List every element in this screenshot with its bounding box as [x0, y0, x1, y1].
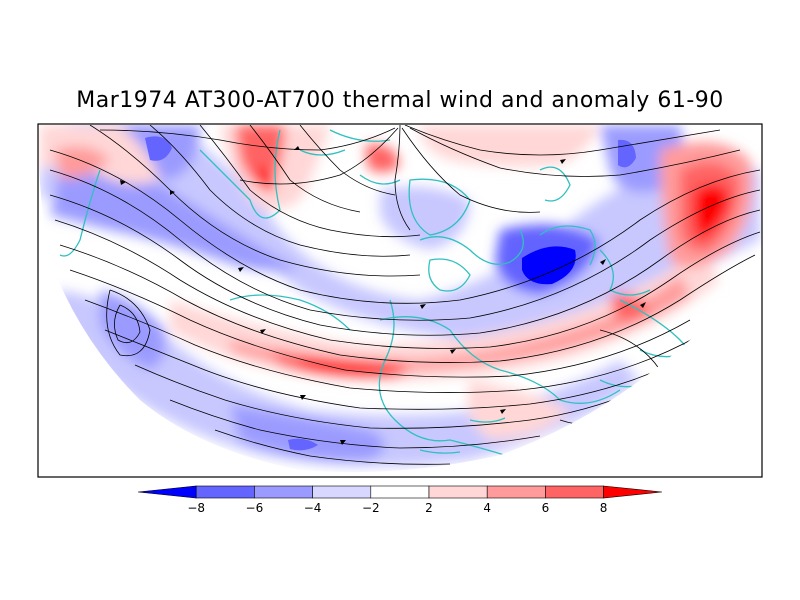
- negative-anomaly-band: [100, 290, 166, 370]
- arrowhead: [500, 409, 506, 414]
- negative-anomaly-core: [145, 136, 172, 161]
- arrowhead: [560, 159, 566, 164]
- arrowhead: [120, 180, 126, 185]
- positive-anomaly-band: [170, 250, 720, 381]
- coastlines: [59, 129, 694, 461]
- colorbar-tick-label: 2: [425, 501, 433, 515]
- streamline: [69, 269, 691, 378]
- streamline-arrowheads: [120, 146, 646, 445]
- streamline: [409, 127, 741, 177]
- colorbar-swatch: [603, 485, 663, 499]
- arrowhead: [450, 349, 456, 354]
- map-title: Mar1974 AT300-AT700 thermal wind and ano…: [76, 88, 724, 113]
- arrowhead: [170, 190, 175, 195]
- streamline: [114, 304, 141, 344]
- colorbar-tick-label: −6: [246, 501, 264, 515]
- colorbar-tick-label: −8: [187, 501, 205, 515]
- streamline: [401, 127, 541, 213]
- negative-anomaly-band: [40, 125, 760, 340]
- arrowhead: [420, 304, 426, 309]
- coastline-north-america: [419, 229, 524, 265]
- colorbar-swatch: [370, 485, 430, 499]
- streamline: [49, 169, 761, 321]
- streamline: [404, 125, 721, 156]
- streamline: [104, 329, 691, 410]
- coastline-europe: [539, 225, 651, 296]
- arrowhead: [640, 302, 646, 308]
- streamline: [299, 125, 396, 196]
- colorbar-swatch: [254, 485, 313, 499]
- map-frame: [37, 123, 763, 478]
- thermal-wind-streamlines: [49, 125, 761, 465]
- negative-anomaly-core: [522, 246, 576, 285]
- arrowhead: [600, 259, 606, 265]
- streamline: [394, 125, 411, 231]
- negative-anomaly-band: [380, 186, 470, 250]
- arrowhead: [238, 267, 244, 272]
- coastline-greenland: [408, 178, 471, 236]
- streamline: [214, 429, 451, 465]
- positive-anomaly-band: [258, 165, 275, 192]
- streamline: [106, 289, 151, 357]
- streamline: [99, 127, 396, 151]
- colorbar-swatch: [137, 485, 197, 499]
- arrowhead: [300, 395, 306, 400]
- streamline: [84, 299, 701, 393]
- colorbar-tick-label: −4: [304, 501, 322, 515]
- streamline: [49, 149, 761, 304]
- positive-anomaly-band: [365, 144, 400, 173]
- coastline-asia: [199, 129, 281, 219]
- coastline-alaska: [229, 294, 351, 331]
- streamline: [54, 219, 761, 349]
- coastline-north-america: [379, 316, 621, 404]
- coastline-asia-east: [59, 169, 101, 257]
- colorbar-swatch: [312, 485, 372, 499]
- streamline: [59, 244, 756, 363]
- positive-anomaly-band: [55, 146, 110, 179]
- coastline-north-america: [378, 299, 521, 461]
- colorbar-swatch: [545, 485, 604, 499]
- streamline: [49, 194, 761, 336]
- coastline-caribbean: [419, 417, 506, 454]
- arrowhead: [260, 329, 266, 334]
- coastline-arctic-islands: [299, 129, 401, 185]
- negative-anomaly-core: [618, 139, 636, 168]
- negative-anomaly-band: [50, 167, 300, 272]
- positive-anomaly-band: [420, 125, 600, 167]
- streamline: [149, 125, 411, 257]
- streamline: [249, 125, 361, 213]
- positive-anomaly-band: [300, 358, 395, 376]
- coastline-hudson-bay: [428, 258, 471, 292]
- colorbar-swatch: [486, 485, 546, 499]
- anomaly-field: [38, 125, 762, 473]
- colorbar-tick-label: 6: [542, 501, 550, 515]
- streamline: [239, 127, 399, 185]
- coastline-scandinavia: [539, 166, 571, 202]
- colorbar-tick-label: −2: [362, 501, 380, 515]
- colorbar-swatch: [428, 485, 488, 499]
- colorbar: −8 −6 −4 −2 2 4 6 8: [137, 485, 663, 515]
- arrowhead: [294, 146, 300, 150]
- positive-anomaly-band: [230, 275, 690, 373]
- positive-anomaly-band: [235, 125, 285, 190]
- streamline: [134, 364, 661, 429]
- arrowhead: [340, 440, 346, 445]
- negative-anomaly-core: [288, 438, 318, 451]
- positive-anomaly-band: [693, 184, 730, 240]
- streamline: [199, 125, 421, 238]
- positive-anomaly-band: [467, 380, 570, 440]
- streamline: [89, 125, 421, 277]
- colorbar-tick-label: 8: [600, 501, 608, 515]
- colorbar-tick-label: 4: [483, 501, 491, 515]
- colorbar-swatch: [195, 485, 255, 499]
